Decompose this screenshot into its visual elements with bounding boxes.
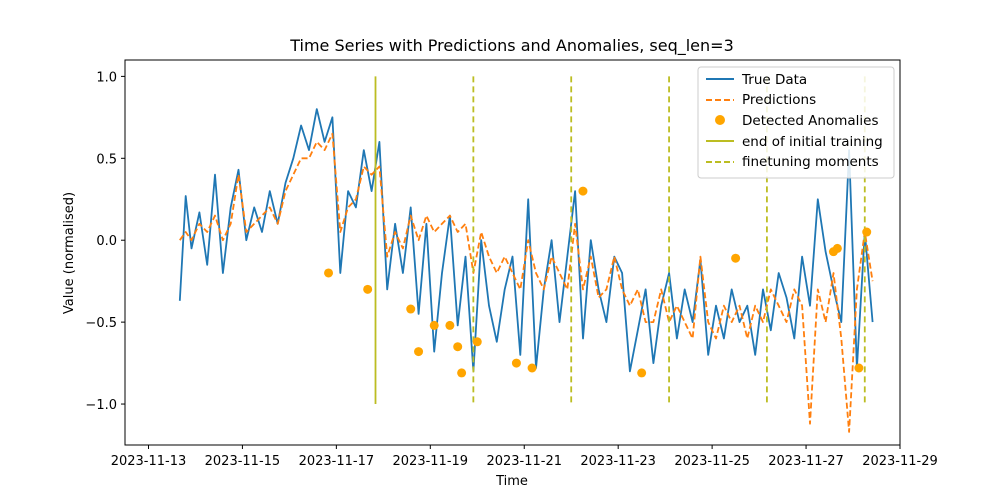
y-axis-label: Value (normalised) — [62, 192, 77, 314]
series-predictions-line — [179, 132, 874, 433]
x-tick-label: 2023-11-17 — [299, 454, 375, 469]
anomaly-point — [414, 347, 424, 357]
anomaly-point — [862, 227, 872, 237]
anomaly-point — [472, 337, 482, 347]
y-tick-label: 1.0 — [96, 70, 117, 85]
x-tick-label: 2023-11-29 — [862, 454, 938, 469]
x-tick-label: 2023-11-15 — [205, 454, 281, 469]
legend-box — [697, 66, 895, 179]
anomaly-point — [832, 243, 842, 253]
legend: True Data Predictions Detected Anomalies… — [697, 66, 895, 179]
anomaly-point — [854, 363, 864, 373]
x-tick-label: 2023-11-19 — [393, 454, 469, 469]
anomaly-point — [445, 320, 455, 330]
y-axis-ticks: −1.0 −0.5 0.0 0.5 1.0 — [85, 70, 125, 413]
anomaly-point — [324, 268, 334, 278]
legend-label-initial-training: end of initial training — [742, 134, 883, 150]
y-tick-label: −1.0 — [85, 398, 117, 413]
x-tick-label: 2023-11-25 — [674, 454, 750, 469]
anomaly-point — [637, 368, 647, 378]
y-tick-label: −0.5 — [85, 316, 117, 331]
anomaly-point — [429, 320, 439, 330]
legend-label-anomalies: Detected Anomalies — [742, 113, 879, 129]
x-tick-label: 2023-11-13 — [111, 454, 187, 469]
y-tick-label: 0.5 — [96, 152, 117, 167]
x-tick-label: 2023-11-27 — [768, 454, 844, 469]
legend-label-predictions: Predictions — [742, 92, 816, 108]
x-axis-label: Time — [495, 474, 528, 489]
axes-frame — [124, 59, 901, 446]
anomaly-point — [406, 304, 416, 314]
chart-title: Time Series with Predictions and Anomali… — [289, 36, 734, 56]
series-true-data-line — [178, 108, 874, 373]
anomaly-point — [527, 363, 537, 373]
x-tick-label: 2023-11-21 — [486, 454, 562, 469]
legend-label-finetuning: finetuning moments — [742, 154, 879, 170]
y-tick-label: 0.0 — [96, 234, 117, 249]
anomaly-point — [511, 358, 521, 368]
anomaly-point — [363, 284, 373, 294]
legend-anomaly-marker — [715, 115, 725, 125]
x-tick-label: 2023-11-23 — [580, 454, 656, 469]
legend-label-true-data: True Data — [741, 72, 807, 88]
plot-area — [178, 76, 874, 433]
anomaly-point — [578, 186, 588, 196]
anomaly-point — [731, 253, 741, 263]
anomaly-point — [457, 368, 467, 378]
anomaly-point — [453, 342, 463, 352]
x-axis-ticks: 2023-11-13 2023-11-15 2023-11-17 2023-11-19… — [111, 445, 938, 469]
